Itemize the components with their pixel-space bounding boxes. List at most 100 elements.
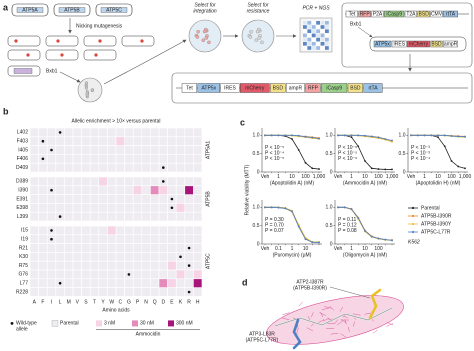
cell-background: [175, 127, 186, 138]
y-tick-label: 0: [330, 169, 333, 175]
annotation: P < 10⁻⁵: [265, 156, 284, 162]
construct-element: [321, 83, 348, 93]
y-tick-label: 0: [257, 169, 260, 175]
x-tick-label: 1,000: [459, 174, 472, 180]
ngs-cell: [307, 42, 312, 46]
cell-background: [132, 162, 143, 173]
y-tick-label: 1.0: [326, 205, 333, 211]
cell-background: [98, 136, 108, 146]
heat-cell: [98, 176, 108, 187]
mesh-line: [282, 312, 290, 315]
cell-background: [115, 278, 125, 288]
column-label: A: [33, 300, 37, 306]
row-label: D409: [16, 165, 28, 171]
cell-background: [38, 269, 48, 280]
point: [350, 208, 353, 211]
cell-background: [184, 127, 194, 138]
construct-label: BSD: [273, 86, 284, 92]
column-label: Y: [101, 300, 105, 306]
point: [311, 241, 314, 244]
ngs-cell: [320, 33, 325, 38]
point: [291, 134, 293, 137]
step-label: resistance: [247, 8, 270, 14]
construct-element: [347, 83, 364, 93]
cell-background: [158, 136, 168, 146]
cell-background: [55, 252, 65, 262]
cell-background: [115, 269, 125, 280]
point: [357, 134, 360, 137]
cell-background: [46, 269, 57, 280]
chart-title: Allelic enrichment > 10× versus parental: [72, 118, 161, 124]
cell-background: [167, 287, 177, 297]
cell-line-label: K562: [408, 239, 420, 245]
cell-background: [29, 136, 39, 146]
cell-background: [81, 252, 91, 262]
cell-background: [81, 278, 91, 288]
cell-background: [64, 211, 74, 222]
cell-background: [193, 225, 203, 236]
cell-background: [132, 243, 143, 253]
cell-background: [158, 269, 168, 280]
cell-background: [89, 260, 100, 271]
cell-background: [132, 203, 143, 213]
cell-background: [55, 269, 65, 280]
cell-background: [132, 154, 143, 164]
column-label: V: [76, 300, 80, 306]
axis-title: (Apoptolidin A) (nM): [270, 180, 315, 186]
row-label: I390: [18, 188, 28, 194]
cell-background: [29, 234, 39, 244]
cell-background: [81, 234, 91, 244]
cell-background: [72, 211, 82, 222]
cell-background: [38, 278, 48, 288]
mutant-plasmid: [121, 35, 155, 47]
cell-background: [115, 225, 125, 236]
mesh-line: [306, 327, 314, 332]
cell-background: [107, 162, 117, 173]
wild-type-dot: [58, 281, 62, 285]
cell-background: [175, 211, 186, 222]
cell-background: [81, 287, 91, 297]
cell-background: [107, 211, 117, 222]
mesh-line: [297, 324, 299, 330]
cell-background: [150, 162, 160, 173]
row-label: I19: [21, 237, 28, 243]
cell-background: [158, 243, 168, 253]
point: [370, 135, 373, 138]
cell-background: [64, 234, 74, 244]
point: [384, 168, 387, 171]
cell-background: [72, 243, 82, 253]
wild-type-dot: [170, 197, 174, 201]
cell-background: [150, 176, 160, 187]
construct-label: IRES: [224, 86, 236, 92]
cell-background: [107, 243, 117, 253]
ngs-cell: [320, 21, 325, 25]
point: [304, 238, 307, 241]
cell-background: [55, 225, 65, 236]
cell-background: [89, 211, 100, 222]
step-label: Bxb1: [46, 68, 58, 74]
construct-label: rtTA: [446, 12, 456, 18]
heat-cell: [132, 185, 143, 195]
construct-element: [286, 83, 305, 93]
cell-background: [158, 194, 168, 204]
cell-background: [132, 260, 143, 271]
cell-background: [175, 145, 186, 155]
cell-background: [29, 287, 39, 297]
cell-background: [89, 127, 100, 138]
construct-element: [363, 83, 383, 93]
cell-background: [64, 287, 74, 297]
construct-element: [181, 83, 198, 93]
y-axis-title: Relative viability (MTT): [244, 164, 250, 215]
cell-background: [72, 287, 82, 297]
recombinase-label: Bxb1: [350, 21, 362, 27]
mesh-line: [311, 312, 314, 318]
cell-background: [64, 269, 74, 280]
construct-label: Tet: [349, 12, 356, 18]
cell-background: [115, 243, 125, 253]
cell-background: [150, 194, 160, 204]
construct-box: [341, 2, 473, 68]
ngs-cell: [325, 42, 329, 46]
ngs-cell: [316, 29, 320, 33]
cell-background: [115, 203, 125, 213]
construct-element: [404, 10, 418, 18]
